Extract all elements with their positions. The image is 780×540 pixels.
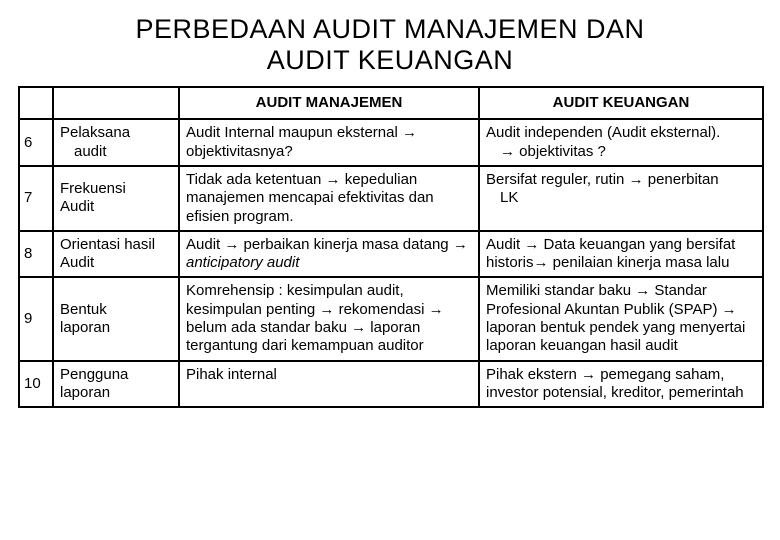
table-row: 10 Pengguna laporan Pihak internal Pihak…	[19, 361, 763, 408]
am-italic: anticipatory audit	[186, 254, 299, 271]
row-num: 10	[19, 361, 53, 408]
ak-line: Audit independen (Audit eksternal).	[486, 124, 720, 141]
cat-line: Bentuk	[60, 301, 107, 318]
row-am: Audit → perbaikan kinerja masa datang → …	[179, 231, 479, 278]
ak-line: Bersifat reguler, rutin → penerbitan	[486, 171, 719, 188]
table-row: 8 Orientasi hasil Audit Audit → perbaika…	[19, 231, 763, 278]
header-audit-manajemen: AUDIT MANAJEMEN	[179, 87, 479, 119]
row-am: Pihak internal	[179, 361, 479, 408]
cat-line: Audit	[60, 254, 94, 271]
cat-line: audit	[60, 143, 172, 161]
row-am: Tidak ada ketentuan → kepedulian manajem…	[179, 166, 479, 231]
row-category: Frekuensi Audit	[53, 166, 179, 231]
cat-line: laporan	[60, 384, 110, 401]
row-ak: Memiliki standar baku → Standar Profesio…	[479, 277, 763, 360]
row-ak: Pihak ekstern → pemegang saham, investor…	[479, 361, 763, 408]
row-num: 9	[19, 277, 53, 360]
cat-line: Pelaksana	[60, 124, 130, 141]
header-blank-num	[19, 87, 53, 119]
cat-line: Orientasi hasil	[60, 236, 155, 253]
header-blank-cat	[53, 87, 179, 119]
title-line2: AUDIT KEUANGAN	[267, 45, 514, 75]
row-num: 7	[19, 166, 53, 231]
page-title: PERBEDAAN AUDIT MANAJEMEN DAN AUDIT KEUA…	[18, 14, 762, 76]
header-audit-keuangan: AUDIT KEUANGAN	[479, 87, 763, 119]
cat-line: laporan	[60, 319, 110, 336]
table-row: 6 Pelaksana audit Audit Internal maupun …	[19, 119, 763, 166]
table-row: 7 Frekuensi Audit Tidak ada ketentuan → …	[19, 166, 763, 231]
cat-line: Pengguna	[60, 366, 128, 383]
row-ak: Bersifat reguler, rutin → penerbitan LK	[479, 166, 763, 231]
table-row: 9 Bentuk laporan Komrehensip : kesimpula…	[19, 277, 763, 360]
row-am: Komrehensip : kesimpulan audit, kesimpul…	[179, 277, 479, 360]
row-category: Bentuk laporan	[53, 277, 179, 360]
cat-line: Audit	[60, 198, 94, 215]
row-ak: Audit independen (Audit eksternal). → ob…	[479, 119, 763, 166]
cat-line: Frekuensi	[60, 180, 126, 197]
am-pre: Audit → perbaikan kinerja masa datang →	[186, 236, 468, 253]
row-am: Audit Internal maupun eksternal → objekt…	[179, 119, 479, 166]
row-category: Pengguna laporan	[53, 361, 179, 408]
ak-line: LK	[486, 189, 756, 207]
ak-line: → objektivitas ?	[486, 143, 756, 161]
row-category: Pelaksana audit	[53, 119, 179, 166]
row-num: 6	[19, 119, 53, 166]
table-header-row: AUDIT MANAJEMEN AUDIT KEUANGAN	[19, 87, 763, 119]
row-ak: Audit → Data keuangan yang bersifat hist…	[479, 231, 763, 278]
row-num: 8	[19, 231, 53, 278]
title-line1: PERBEDAAN AUDIT MANAJEMEN DAN	[135, 14, 644, 44]
row-category: Orientasi hasil Audit	[53, 231, 179, 278]
comparison-table: AUDIT MANAJEMEN AUDIT KEUANGAN 6 Pelaksa…	[18, 86, 764, 408]
